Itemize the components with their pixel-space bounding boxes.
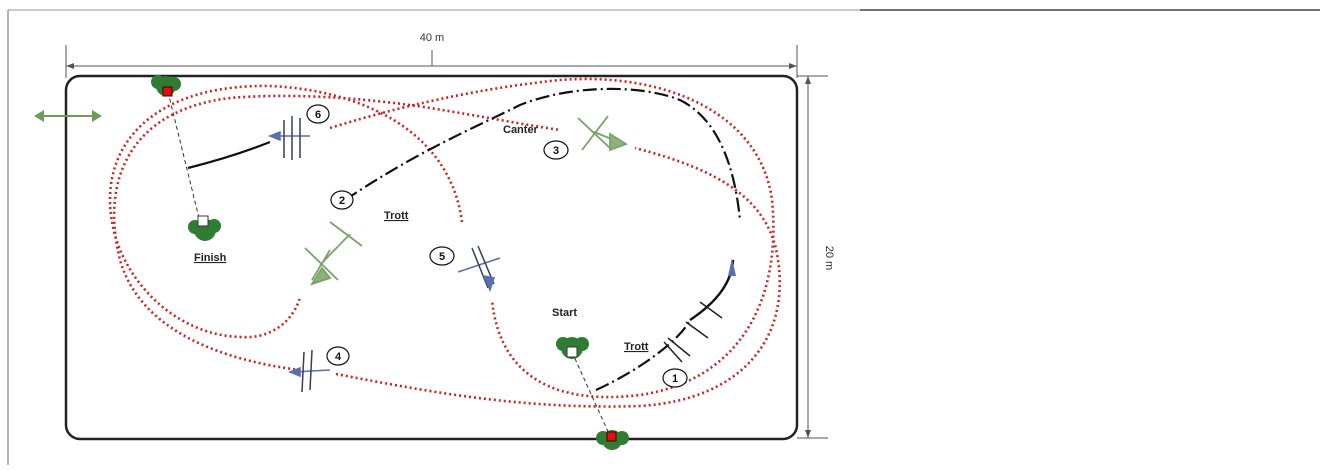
obstacle-4-icon (287, 349, 331, 393)
width-label: 40 m (420, 32, 444, 44)
obstacle-4-number: 4 (335, 351, 342, 363)
obstacle-number-5: 5 (429, 246, 455, 266)
obstacle-number-1: 1 (662, 368, 688, 388)
obstacle-3-number: 3 (553, 145, 559, 157)
arena-border (64, 74, 799, 441)
tree-icon-finish (188, 215, 221, 241)
obstacle-number-2: 2 (330, 190, 354, 210)
direction-arrow-icon (728, 258, 736, 276)
start-line (571, 351, 611, 437)
obstacle-5-icon (457, 245, 501, 293)
canter-label: Canter (503, 124, 539, 136)
width-dimension: 40 m (65, 32, 798, 78)
trot-markers (667, 301, 723, 357)
obstacle-2-number: 2 (339, 195, 345, 207)
height-label: 20 m (823, 246, 835, 270)
obstacle-5-number: 5 (439, 251, 445, 263)
obstacle-6-number: 6 (315, 109, 321, 121)
obstacle-number-4: 4 (326, 346, 350, 366)
trott-label-upper: Trott (384, 210, 409, 222)
height-dimension: 20 m (797, 75, 835, 439)
obstacle-3-icon (577, 115, 629, 152)
obstacle-number-3: 3 (543, 140, 569, 160)
trott-label-lower: Trott (624, 341, 649, 353)
obstacle-1-number: 1 (672, 373, 678, 385)
double-arrow-icon (34, 110, 102, 122)
panel-border (7, 9, 1320, 465)
tree-icon-start (556, 337, 589, 359)
obstacle-6-icon (267, 116, 310, 160)
red-dotted-path (108, 77, 781, 408)
tree-icon-bottom (596, 430, 629, 450)
tree-icon-top-left (151, 75, 181, 97)
canter-path (344, 87, 742, 221)
finish-line (167, 91, 201, 223)
obstacle-number-6: 6 (306, 104, 330, 124)
finish-label: Finish (194, 252, 227, 264)
finish-approach-line (187, 140, 271, 170)
start-label: Start (552, 307, 577, 319)
obstacle-1-icon (663, 341, 683, 363)
obstacle-2-icon (304, 221, 363, 286)
